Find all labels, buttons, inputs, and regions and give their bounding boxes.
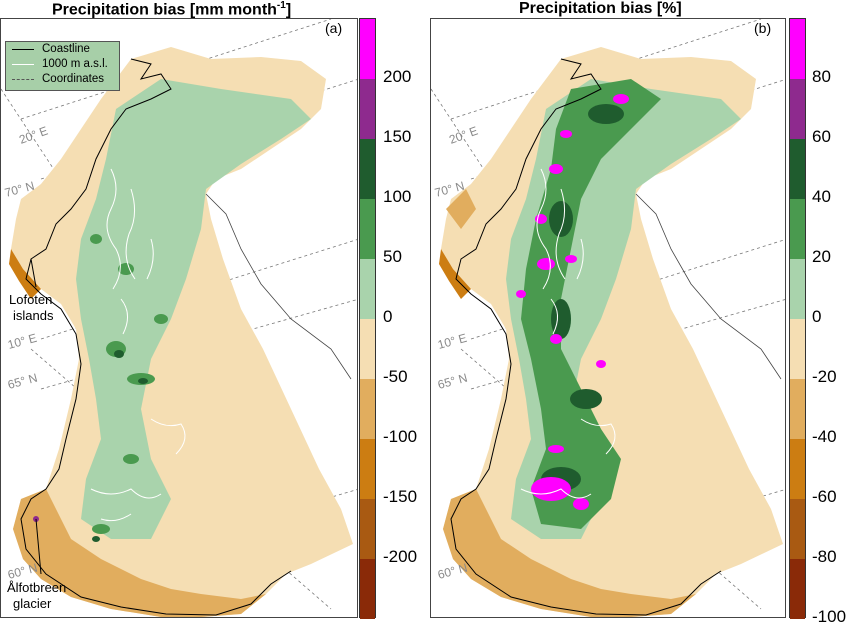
colorbar-a-tick-label: 100 (383, 187, 412, 206)
panel-a-label: (a) (325, 20, 342, 36)
lofoten-label-line1: Lofoten (9, 292, 52, 307)
colorbar-b-tick-label: -80 (812, 547, 837, 566)
panel-a-coastline (20, 58, 292, 616)
panel-a-green-zone (76, 79, 311, 539)
colorbar-b-tick-label: -60 (812, 487, 837, 506)
colorbar-b-segment-2 (790, 139, 805, 199)
alfotbreen-label-line2: glacier (13, 596, 52, 611)
colorbar-a-segment-6 (360, 379, 375, 439)
legend-item-coordinates: Coordinates (6, 72, 119, 87)
colorbar-a-tick-label: -200 (383, 547, 418, 566)
colorbar-a-segment-9 (360, 559, 375, 619)
panel-b-coast-orange (443, 489, 696, 617)
panel-a-title-superscript: -1 (276, 0, 286, 11)
colorbar-b-tick-label: -100 (812, 607, 847, 626)
panel-a-lon10-label: 10° E (6, 331, 38, 352)
panel-b-coast-north2 (446, 189, 476, 229)
colorbar-a-segment-3 (360, 199, 375, 259)
panel-a-very-wet-spots (92, 350, 148, 542)
colorbar-a-tick-label: 150 (383, 127, 412, 146)
colorbar-b-segment-0 (790, 19, 805, 79)
colorbar-b-segment-8 (790, 499, 805, 559)
colorbar-a-segment-7 (360, 439, 375, 499)
colorbar-b-tick-label: 80 (812, 67, 831, 86)
colorbar-a-segment-1 (360, 79, 375, 139)
panel-b-lon20-label: 20° E (447, 124, 479, 147)
panel-a-border (205, 193, 352, 380)
panel-a-coast-orange (13, 489, 266, 617)
legend-coordinates-swatch (12, 79, 34, 80)
colorbar-a-tick-label: 200 (383, 67, 412, 86)
legend-item-coastline: Coastline (6, 42, 119, 57)
lofoten-label-line2: islands (13, 308, 54, 323)
colorbar-b-tick-label: 20 (812, 247, 831, 266)
legend-coordinates-label: Coordinates (42, 73, 105, 85)
colorbar-b-segment-4 (790, 259, 805, 319)
panel-b-green-core (521, 79, 661, 529)
colorbar-b-tick-label: -40 (812, 427, 837, 446)
panel-a-map-svg: 20° E 70° N 10° E 65° N 60° N Lofoten is… (1, 19, 357, 617)
colorbar-a-segment-2 (360, 139, 375, 199)
panel-b-map-svg: 20° E 70° N 10° E 65° N 60° N (b) (431, 19, 785, 617)
colorbar-a-segment-0 (360, 19, 375, 79)
panel-b-lat60-label: 60° N (436, 561, 469, 582)
panel-a-wet-spots (90, 234, 168, 534)
legend-coastline-swatch (12, 49, 34, 50)
panel-a-lofoten-pointer (30, 258, 37, 288)
panel-a-lat65-label: 65° N (6, 371, 39, 392)
colorbar-b-tick-label: 40 (812, 187, 831, 206)
legend-1000m-swatch (12, 64, 34, 65)
colorbar-a-tick-label: -100 (383, 427, 418, 446)
panel-a-contours (90, 168, 186, 522)
colorbar-b-segment-3 (790, 199, 805, 259)
colorbar-a-tick-label: -50 (383, 367, 408, 386)
panel-a-title: Precipitation bias [mm month-1] (52, 0, 291, 19)
panel-b-border (635, 193, 782, 380)
colorbar-b (789, 18, 806, 619)
panel-a-lon20-label: 20° E (17, 124, 49, 147)
panel-b-map: 20° E 70° N 10° E 65° N 60° N (b) (430, 18, 786, 618)
legend-1000m-label: 1000 m a.s.l. (42, 58, 108, 70)
colorbar-b-tick-label: -20 (812, 367, 837, 386)
panel-b-title: Precipitation bias [%] (519, 0, 682, 17)
panel-a-title-end: ] (285, 1, 292, 19)
panel-b-coastline (450, 58, 722, 616)
colorbar-b-segment-6 (790, 379, 805, 439)
panel-b-lat65-label: 65° N (436, 371, 469, 392)
colorbar-a-segment-8 (360, 499, 375, 559)
colorbar-a-tick-label: -150 (383, 487, 418, 506)
legend-item-1000m: 1000 m a.s.l. (6, 57, 119, 72)
panel-b-magenta-spots (464, 94, 629, 510)
colorbar-a-segment-4 (360, 259, 375, 319)
map-legend: Coastline 1000 m a.s.l. Coordinates (5, 41, 120, 91)
colorbar-b-tick-label: 0 (812, 307, 822, 326)
alfotbreen-label-line1: Ålfotbreen (7, 580, 66, 595)
panel-b-label: (b) (754, 20, 771, 36)
colorbar-b-segment-9 (790, 559, 805, 619)
colorbar-a-tick-label: 0 (383, 307, 393, 326)
colorbar-a (359, 18, 376, 619)
colorbar-b-segment-1 (790, 79, 805, 139)
colorbar-b-segment-7 (790, 439, 805, 499)
panel-a-lat60-label: 60° N (6, 561, 39, 582)
colorbar-a-tick-label: 50 (383, 247, 402, 266)
colorbar-b-segment-5 (790, 319, 805, 379)
panel-b-contours (520, 168, 616, 499)
panel-a-alfotbreen-pointer (35, 518, 42, 575)
panel-b-lon10-label: 10° E (436, 331, 468, 352)
colorbar-a-segment-5 (360, 319, 375, 379)
panel-a-map: 20° E 70° N 10° E 65° N 60° N Lofoten is… (0, 18, 358, 618)
panel-a-title-main: Precipitation bias [mm month (52, 1, 277, 19)
colorbar-b-tick-label: 60 (812, 127, 831, 146)
legend-coastline-label: Coastline (42, 43, 90, 55)
